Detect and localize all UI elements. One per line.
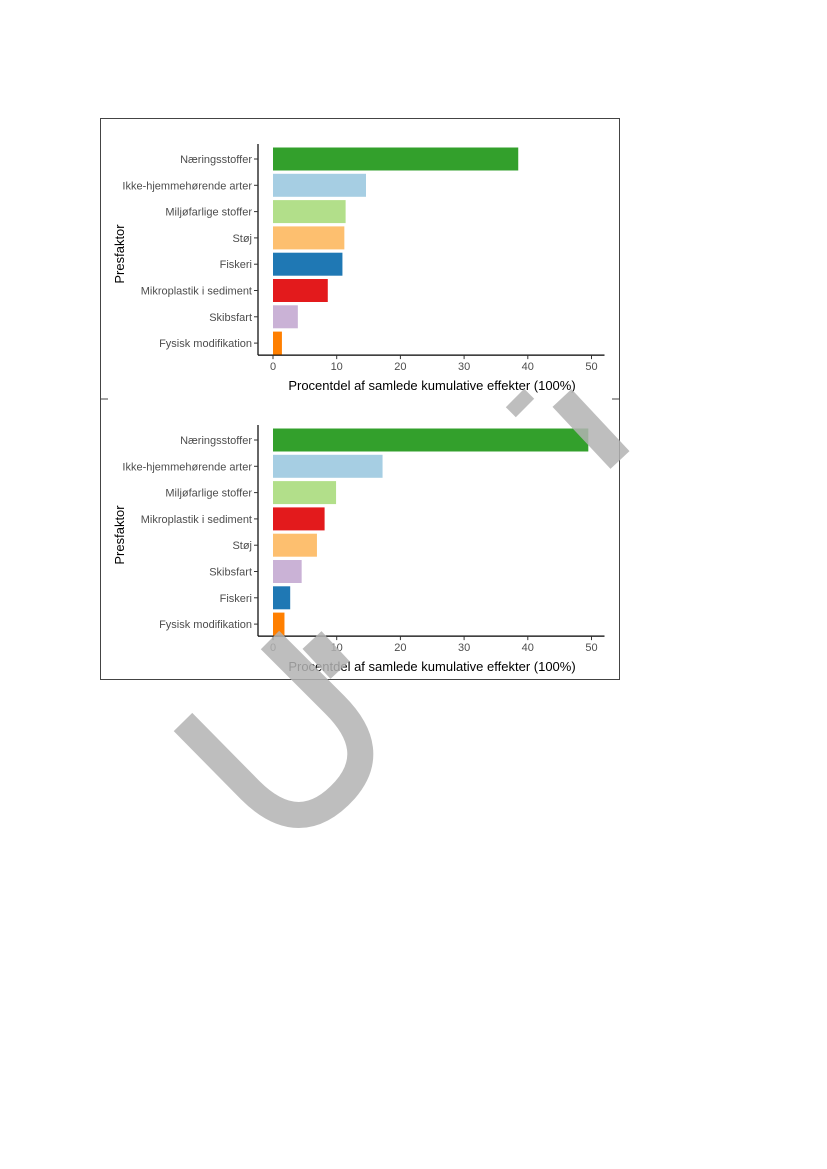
y-tick-label: Fiskeri xyxy=(220,259,252,271)
y-tick-label: Fiskeri xyxy=(220,593,252,605)
y-tick-label: Miljøfarlige stoffer xyxy=(165,488,252,500)
bar xyxy=(273,428,589,452)
y-tick-label: Fysisk modifikation xyxy=(159,619,252,631)
bar xyxy=(273,252,343,276)
bar-chart-top: Næringsstoffer Ikke-hjemmehørende arter Mi… xyxy=(112,144,605,393)
x-tick-label: 10 xyxy=(331,361,343,373)
x-tick-label: 50 xyxy=(585,642,597,654)
bar xyxy=(273,560,302,583)
x-tick-label: 10 xyxy=(331,642,343,654)
bar xyxy=(273,586,291,610)
y-tick-label: Skibsfart xyxy=(209,312,252,324)
y-tick-label: Støj xyxy=(232,540,252,552)
y-axis-title: Presfaktor xyxy=(112,224,127,284)
y-tick-label: Ikke-hjemmehørende arter xyxy=(122,180,252,192)
x-tick-label: 20 xyxy=(394,642,406,654)
y-tick-label: Mikroplastik i sediment xyxy=(141,286,252,298)
bar xyxy=(273,507,325,531)
x-tick-label: 30 xyxy=(458,642,470,654)
y-axis-title: Presfaktor xyxy=(112,505,127,565)
x-tick-label: 50 xyxy=(585,361,597,373)
y-tick-label: Ikke-hjemmehørende arter xyxy=(122,461,252,473)
x-tick-label: 40 xyxy=(522,642,534,654)
bar-chart-bottom: Næringsstoffer Ikke-hjemmehørende arter Mi… xyxy=(112,425,605,674)
bar xyxy=(273,454,383,478)
x-tick-label: 30 xyxy=(458,361,470,373)
bar xyxy=(273,226,345,250)
x-axis-title: Procentdel af samlede kumulative effekte… xyxy=(288,659,575,674)
y-tick-label: Mikroplastik i sediment xyxy=(141,514,252,526)
y-tick-label: Fysisk modifikation xyxy=(159,338,252,350)
y-tick-label: Støj xyxy=(232,233,252,245)
y-tick-label: Miljøfarlige stoffer xyxy=(165,207,252,219)
bar xyxy=(273,481,337,505)
x-tick-label: 0 xyxy=(270,361,276,373)
x-tick-label: 20 xyxy=(394,361,406,373)
bar xyxy=(273,279,328,302)
bar xyxy=(273,200,346,224)
x-tick-label: 0 xyxy=(270,642,276,654)
x-tick-label: 40 xyxy=(522,361,534,373)
y-tick-label: Næringsstoffer xyxy=(180,154,252,166)
bar xyxy=(273,173,367,197)
bar xyxy=(273,612,285,636)
bar xyxy=(273,331,282,355)
x-axis-title: Procentdel af samlede kumulative effekte… xyxy=(288,378,575,393)
bar xyxy=(273,533,317,557)
y-tick-label: Næringsstoffer xyxy=(180,435,252,447)
y-tick-label: Skibsfart xyxy=(209,567,252,579)
bar xyxy=(273,305,298,329)
bar xyxy=(273,147,519,171)
